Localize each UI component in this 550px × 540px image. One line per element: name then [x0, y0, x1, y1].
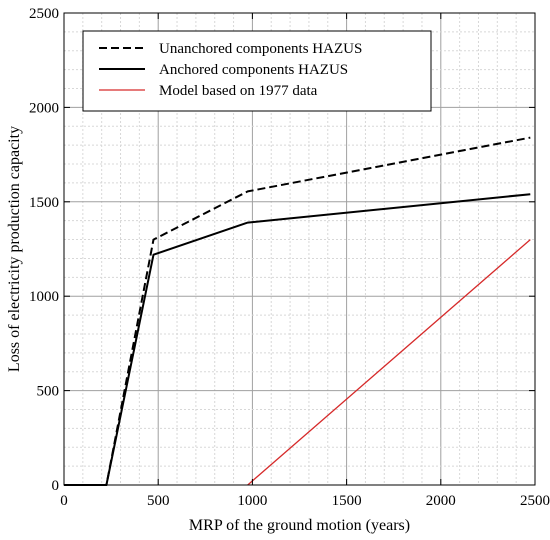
legend-entry-3: Model based on 1977 data: [159, 83, 318, 99]
series-line-3: [247, 239, 531, 486]
legend-entry-1: Unanchored components HAZUS: [159, 41, 362, 57]
x-tick-label: 2500: [520, 493, 550, 509]
y-axis-label: Loss of electricity production capacity: [6, 126, 23, 372]
y-tick-label: 500: [37, 384, 60, 400]
y-tick-label: 1500: [29, 195, 59, 211]
grid-lines: [64, 13, 535, 485]
axis-ticks: 0 500 1000 1500 2000 2500 0 500 1000 1500 2000 2500: [29, 6, 550, 509]
x-tick-label: 0: [60, 493, 68, 509]
y-tick-label: 2000: [29, 100, 59, 116]
x-tick-label: 1500: [332, 493, 362, 509]
x-tick-label: 500: [147, 493, 170, 509]
legend: Unanchored components HAZUS Anchored comp…: [82, 30, 432, 112]
x-axis-label: MRP of the ground motion (years): [189, 517, 410, 534]
x-tick-label: 1000: [237, 493, 267, 509]
legend-entry-2: Anchored components HAZUS: [159, 62, 348, 78]
y-tick-label: 2500: [29, 6, 59, 22]
y-tick-label: 1000: [29, 289, 59, 305]
plot-frame: [63, 12, 536, 486]
x-tick-label: 2000: [426, 493, 456, 509]
series-line-1: [64, 136, 531, 486]
series-lines: [64, 136, 531, 486]
y-tick-label: 0: [52, 478, 60, 494]
legend-box: [82, 30, 432, 112]
